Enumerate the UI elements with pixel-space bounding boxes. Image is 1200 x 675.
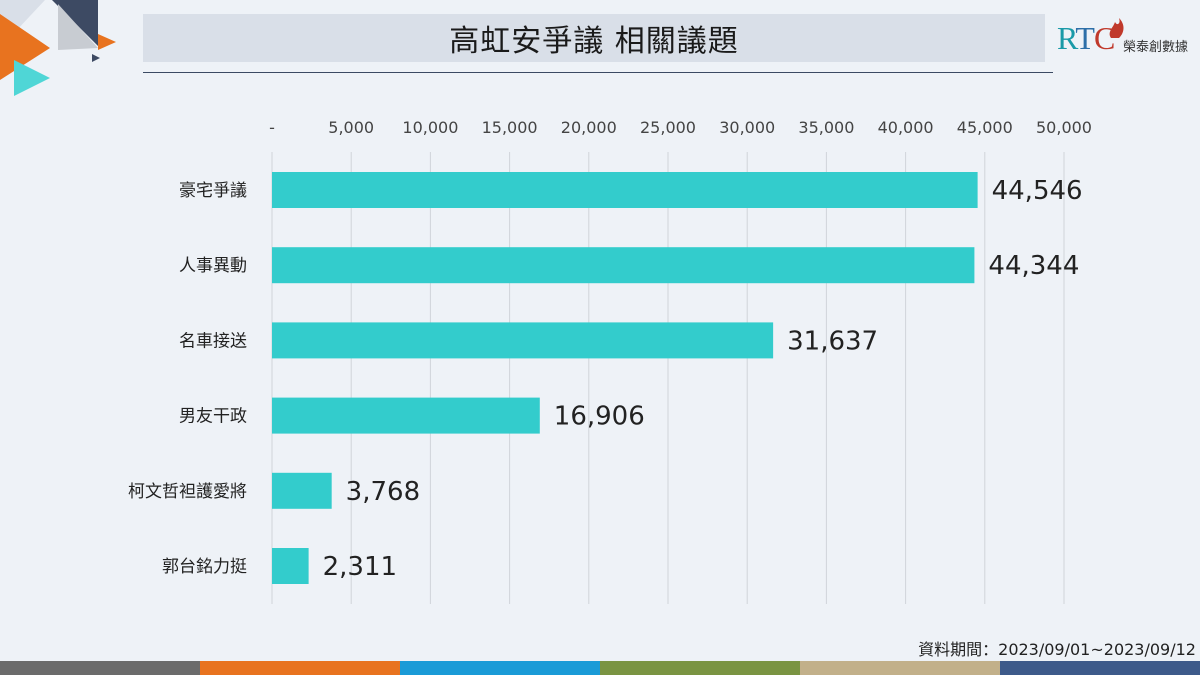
title-banner: 高虹安爭議 相關議題	[143, 14, 1045, 62]
bar-value-label: 44,344	[988, 251, 1079, 281]
bar-value-label: 2,311	[323, 552, 397, 582]
bar	[272, 397, 540, 434]
x-tick-label: 10,000	[402, 118, 458, 137]
y-category-label: 人事異動	[179, 256, 247, 276]
x-tick-label: 50,000	[1036, 118, 1092, 137]
bar-value-label: 16,906	[554, 402, 645, 432]
bar-chart: - 5,000 10,000 15,000 20,000 25,000 30,000 35,0…	[128, 118, 1092, 604]
bar	[272, 247, 975, 284]
x-tick-label: 20,000	[561, 118, 617, 137]
y-category-label: 柯文哲袒護愛將	[128, 482, 247, 502]
bar	[272, 172, 978, 208]
y-category-label: 豪宅爭議	[179, 180, 247, 201]
x-tick-label: 30,000	[719, 118, 775, 137]
chart-title: 高虹安爭議 相關議題	[449, 24, 739, 59]
stripe-segment	[600, 661, 800, 675]
stripe-segment	[200, 661, 400, 675]
y-category-label: 男友干政	[179, 407, 247, 427]
x-tick-label: 25,000	[640, 118, 696, 137]
x-tick-label: -	[269, 118, 275, 137]
logo-mark: RTC	[1057, 20, 1115, 56]
bar-value-label: 31,637	[787, 326, 878, 356]
bar	[272, 472, 332, 509]
stripe-segment	[400, 661, 600, 675]
stripe-segment	[0, 661, 200, 675]
title-divider	[143, 72, 1053, 73]
x-tick-label: 45,000	[957, 118, 1013, 137]
stripe-segment	[800, 661, 1000, 675]
bar	[272, 322, 774, 359]
x-tick-label: 5,000	[328, 118, 374, 137]
bottom-color-stripe	[0, 661, 1200, 675]
corner-decoration	[0, 0, 116, 96]
brand-logo: RTC 榮泰創數據	[1057, 18, 1197, 58]
bar	[272, 548, 309, 584]
y-category-label: 郭台銘力挺	[162, 557, 247, 577]
bar-value-label: 44,546	[992, 176, 1083, 206]
data-period-note: 資料期間：2023/09/01~2023/09/12	[918, 640, 1196, 659]
logo-text: 榮泰創數據	[1123, 40, 1189, 55]
x-tick-label: 40,000	[878, 118, 934, 137]
flame-icon	[1109, 18, 1124, 38]
x-tick-label: 15,000	[482, 118, 538, 137]
x-tick-label: 35,000	[798, 118, 854, 137]
y-category-label: 名車接送	[179, 331, 247, 351]
stripe-segment	[1000, 661, 1200, 675]
bar-value-label: 3,768	[346, 477, 420, 507]
